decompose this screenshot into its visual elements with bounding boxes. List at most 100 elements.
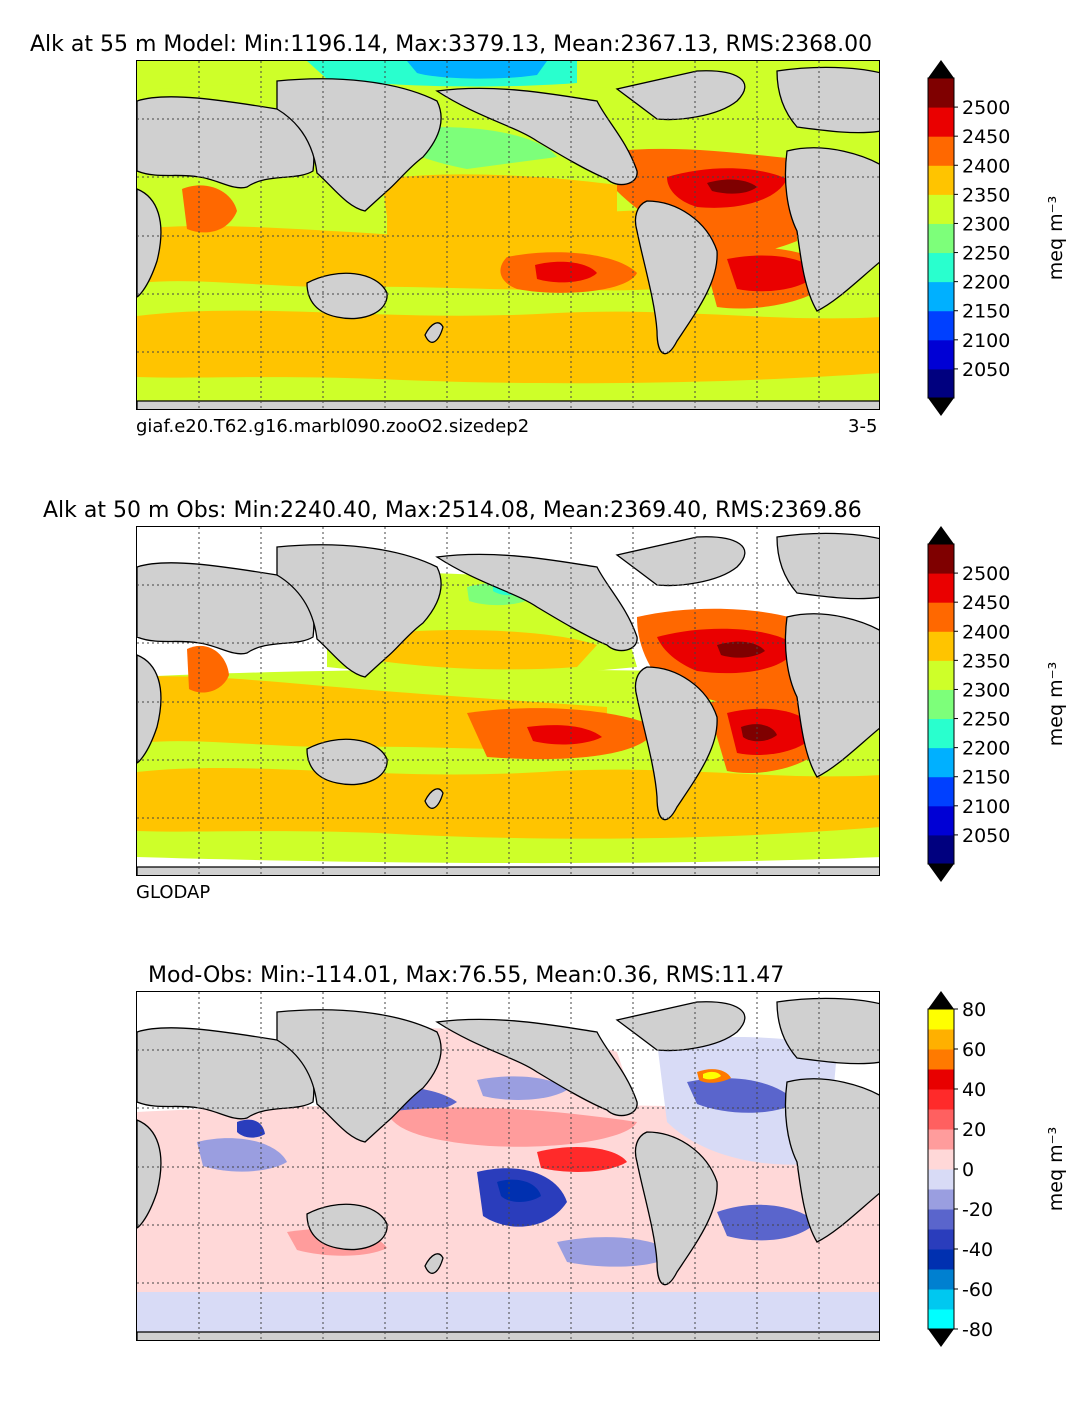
colorbar-svg: -80 -60 -40 -20 0 20 40 60 80 meq m⁻³: [927, 991, 1067, 1347]
colorbar-segment: [928, 1029, 954, 1050]
colorbar-segment: [928, 1149, 954, 1170]
colorbar-tick-label: 2200: [962, 738, 1010, 760]
obs-map-svg: [137, 527, 879, 875]
africa-east-edge: [137, 188, 162, 298]
colorbar-segment: [928, 747, 954, 778]
colorbar-tick-label: 2350: [962, 650, 1010, 672]
australia: [306, 1203, 388, 1251]
southern-pacific-blue: [557, 1237, 677, 1267]
gridlines: [137, 527, 879, 875]
africa-east-edge: [137, 654, 162, 764]
colorbar-tick-label: -80: [962, 1319, 993, 1341]
colorbar-tick-label: 2300: [962, 213, 1010, 235]
colorbar-segment: [928, 1169, 954, 1190]
colorbar-tick-label: 2150: [962, 301, 1010, 323]
colorbar-segment: [928, 281, 954, 312]
colorbar-tick-label: 60: [962, 1039, 986, 1061]
eurasia-west: [137, 562, 315, 655]
obs-map: [136, 526, 880, 876]
north-pacific-orange: [382, 174, 617, 223]
colorbar-segment: [928, 1189, 954, 1210]
gridlines: [137, 61, 879, 409]
diff-title: Mod-Obs: Min:-114.01, Max:76.55, Mean:0.…: [148, 963, 785, 988]
north-pacific-orange: [367, 630, 597, 670]
colorbar-segment: [928, 718, 954, 749]
colorbar-segment: [928, 194, 954, 224]
colorbar-extend-max: [928, 526, 954, 544]
colorbar-tick-label: -60: [962, 1279, 993, 1301]
africa: [784, 1078, 879, 1243]
colorbar-segment: [928, 339, 954, 370]
colorbar-extend-min: [928, 398, 954, 416]
model-title: Alk at 55 m Model: Min:1196.14, Max:3379…: [30, 32, 873, 57]
colorbar-segment: [928, 1009, 954, 1030]
colorbar-segment: [928, 631, 954, 661]
colorbar-segment: [928, 368, 954, 399]
colorbar-segment: [928, 1109, 954, 1130]
colorbar-tick-label: 2500: [962, 97, 1010, 119]
eurasia-west: [137, 1027, 315, 1120]
diff-colorbar: -80 -60 -40 -20 0 20 40 60 80 meq m⁻³: [918, 989, 1068, 1349]
model-run-name: giaf.e20.T62.g16.marbl090.zooO2.sizedep2: [136, 416, 530, 437]
colorbar-extend-max: [928, 991, 954, 1009]
colorbar-segment: [928, 602, 954, 632]
colorbar-extend-min: [928, 1329, 954, 1347]
colorbar-tick-label: 40: [962, 1079, 986, 1101]
atlantic-blue: [687, 1078, 797, 1113]
eurasia-west: [137, 96, 315, 189]
new-zealand: [424, 1253, 444, 1274]
colorbar-extend-max: [928, 60, 954, 78]
colorbar-tick-label: 2250: [962, 709, 1010, 731]
diff-map: [136, 991, 880, 1341]
colorbar-segment: [928, 776, 954, 807]
north-pacific-blue-mid: [477, 1076, 567, 1100]
africa: [784, 613, 879, 778]
obs-colorbar: 2050 2100 2150 2200 2250 2300 2350 2400 2450 2500…: [918, 524, 1068, 884]
colorbar-unit-label: meq m⁻³: [1045, 196, 1067, 280]
colorbar-tick-label: 2300: [962, 679, 1010, 701]
colorbar-segment: [928, 1129, 954, 1150]
colorbar-segment: [928, 223, 954, 254]
model-map: [136, 60, 880, 410]
obs-source: GLODAP: [136, 882, 211, 903]
southern-band-orange: [137, 310, 879, 384]
colorbar-tick-label: 2100: [962, 330, 1010, 352]
indian-blue: [197, 1138, 287, 1172]
colorbar-segment: [928, 1269, 954, 1290]
europe: [776, 66, 879, 134]
colorbar-tick-label: 2450: [962, 126, 1010, 148]
diff-panel: Mod-Obs: Min:-114.01, Max:76.55, Mean:0.…: [0, 963, 1080, 1423]
colorbar-tick-label: 80: [962, 999, 986, 1021]
north-america: [435, 1018, 638, 1117]
colorbar-segment: [928, 573, 954, 603]
south-pacific-dark-blue: [497, 1179, 541, 1202]
colorbar-segment: [928, 1209, 954, 1230]
colorbar-tick-label: 2500: [962, 563, 1010, 585]
southern-band-orange: [137, 768, 879, 839]
colorbar-tick-label: 2450: [962, 592, 1010, 614]
equatorial-pacific-strong: [537, 1147, 627, 1172]
colorbar-tick-label: 0: [962, 1159, 974, 1181]
colorbar-segment: [928, 1229, 954, 1250]
colorbar-tick-label: 2350: [962, 184, 1010, 206]
colorbar-segment: [928, 165, 954, 195]
bay-of-bengal: [237, 1119, 265, 1138]
obs-title: Alk at 50 m Obs: Min:2240.40, Max:2514.0…: [43, 498, 862, 523]
asia: [276, 1009, 442, 1143]
south-atlantic-core: [741, 724, 777, 742]
colorbar-segment: [928, 805, 954, 836]
colorbar-svg: 2050 2100 2150 2200 2250 2300 2350 2400 2450 2500…: [927, 60, 1067, 416]
europe: [776, 997, 879, 1065]
obs-panel: Alk at 50 m Obs: Min:2240.40, Max:2514.0…: [0, 498, 1080, 958]
colorbar-tick-label: 2400: [962, 621, 1010, 643]
australia: [306, 272, 388, 320]
colorbar-segment: [928, 252, 954, 283]
south-america: [634, 200, 718, 355]
africa: [784, 147, 879, 312]
colorbar-segment: [928, 78, 954, 108]
model-map-svg: [137, 61, 879, 409]
europe: [776, 532, 879, 600]
colorbar-frame: [927, 77, 955, 399]
colorbar-tick-label: 20: [962, 1119, 986, 1141]
south-america: [634, 1131, 718, 1286]
